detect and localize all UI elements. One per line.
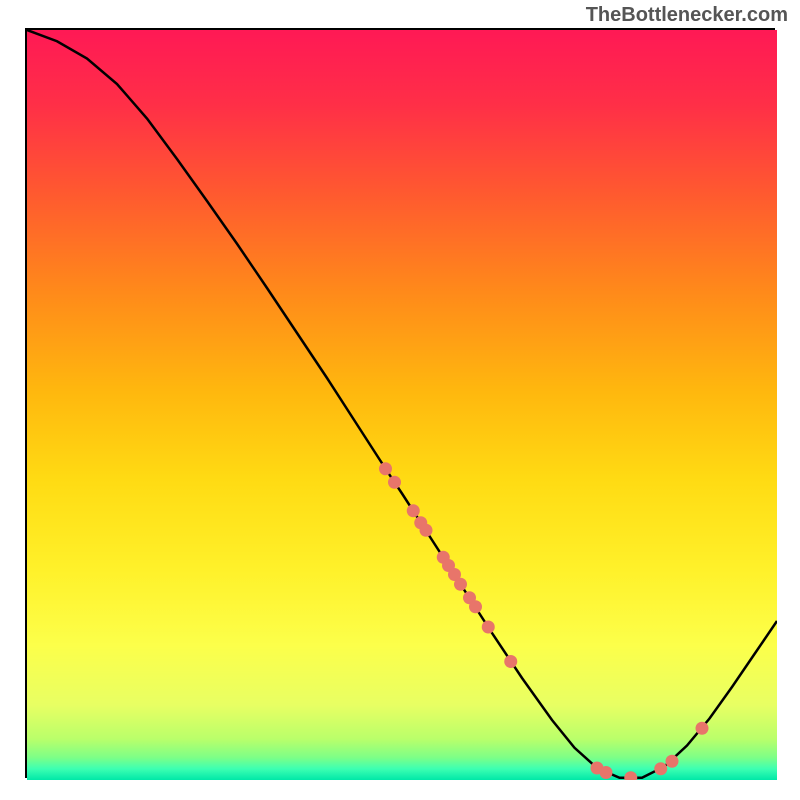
gradient-background [27,30,777,780]
chart-container: TheBottlenecker.com [0,0,800,800]
marker-point [654,762,667,775]
watermark-text: TheBottlenecker.com [586,4,788,27]
marker-point [454,578,467,591]
plot-area [25,28,775,778]
marker-point [388,476,401,489]
plot-svg [27,30,777,780]
marker-point [504,655,517,668]
marker-point [600,766,613,779]
marker-point [666,755,679,768]
marker-point [407,504,420,517]
marker-point [420,524,433,537]
marker-point [696,722,709,735]
marker-point [379,462,392,475]
marker-point [469,600,482,613]
marker-point [482,621,495,634]
